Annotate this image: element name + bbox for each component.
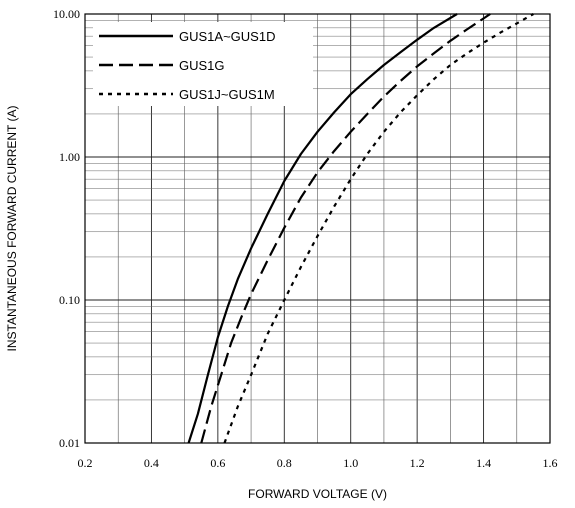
x-tick-label: 0.8 (277, 456, 292, 470)
plot-frame (84, 13, 551, 444)
y-axis-title: INSTANTANEOUS FORWARD CURRENT (A) (5, 105, 19, 351)
y-tick-label: 1.00 (59, 150, 80, 164)
x-tick-label: 0.4 (144, 456, 159, 470)
x-tick-label: 0.6 (210, 456, 225, 470)
x-tick-label: 0.2 (78, 456, 93, 470)
legend-label-2: GUS1G (179, 58, 225, 73)
data-curves (187, 13, 534, 444)
series-line-1 (187, 13, 458, 444)
x-tick-label: 1.6 (543, 456, 558, 470)
series-line-2 (200, 13, 491, 444)
tick-labels: 0.2 0.4 0.6 0.8 1.0 1.2 1.4 1.6 0.01 0.10 1.00 10.0… (53, 7, 558, 470)
x-axis-title: FORWARD VOLTAGE (V) (248, 487, 387, 501)
x-tick-label: 1.2 (410, 456, 425, 470)
legend-label-1: GUS1A~GUS1D (179, 29, 275, 44)
legend: GUS1A~GUS1D GUS1G GUS1J~GUS1M (99, 29, 275, 102)
y-tick-label: 10.00 (53, 7, 80, 21)
x-tick-label: 1.0 (343, 456, 358, 470)
y-tick-label: 0.01 (59, 436, 80, 450)
legend-label-3: GUS1J~GUS1M (179, 87, 275, 102)
y-tick-label: 0.10 (59, 293, 80, 307)
x-tick-label: 1.4 (476, 456, 491, 470)
